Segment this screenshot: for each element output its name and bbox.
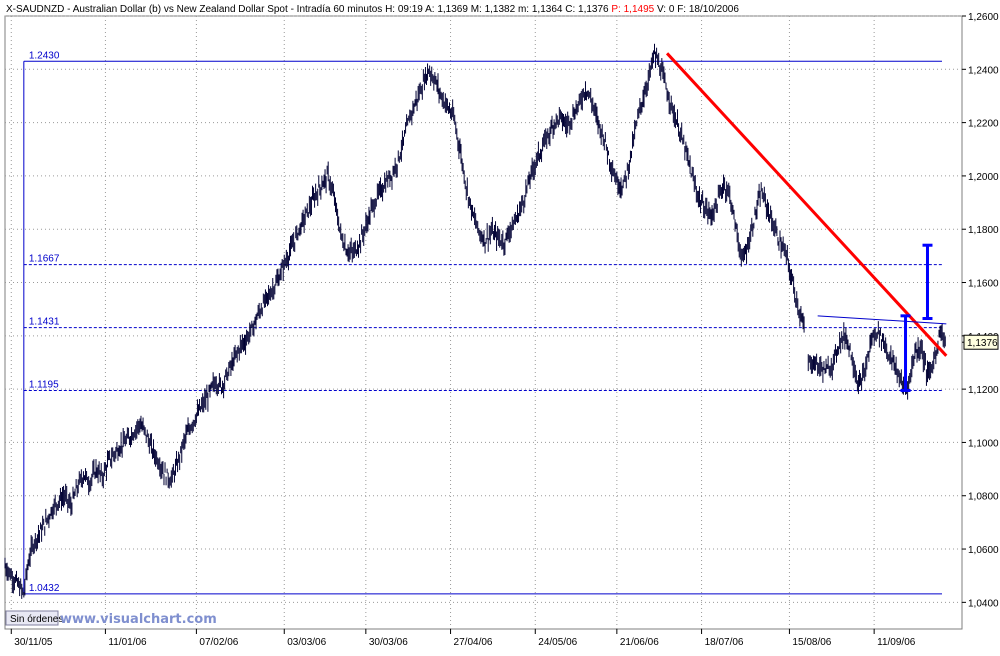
y-tick-label: 1,1800	[968, 225, 999, 236]
quote-value: 1,1364	[532, 4, 563, 15]
watermark-text: www.visualchart.com	[60, 612, 217, 627]
channel-line	[817, 315, 947, 325]
x-tick-label: 24/05/06	[538, 637, 577, 648]
plot-frame	[4, 15, 963, 630]
timeframe-text: Intradía 60 minutos	[297, 4, 383, 15]
y-tick-label: 1,0800	[968, 492, 999, 503]
y-tick-label: 1,1200	[968, 385, 999, 396]
level-label: 1.1195	[29, 379, 59, 390]
y-tick-label: 1,2600	[968, 12, 999, 23]
quote-key: A:	[423, 4, 437, 15]
y-tick-label: 1,2000	[968, 172, 999, 183]
y-tick-label: 1,2200	[968, 119, 999, 130]
quote-value: 1,1495	[624, 4, 655, 15]
symbol-text: X-SAUDNZD	[6, 4, 64, 15]
y-tick-label: 1,0600	[968, 545, 999, 556]
quote-key: C:	[562, 4, 578, 15]
x-tick-label: 30/03/06	[369, 637, 408, 648]
level-label: 1.0432	[29, 583, 60, 594]
level-label: 1.1667	[29, 254, 60, 265]
quote-key: m:	[515, 4, 532, 15]
last-price-label: 1,1376	[967, 338, 998, 349]
level-label: 1.1431	[29, 317, 60, 328]
quote-value: 18/10/2006	[689, 4, 739, 15]
axes: 1,04001,06001,08001,10001,12001,14001,16…	[10, 12, 999, 648]
quote-value: 1,1382	[485, 4, 516, 15]
quote-value: 0	[669, 4, 675, 15]
last-price-badge-box	[963, 334, 999, 350]
quote-value: 09:19	[398, 4, 423, 15]
x-tick-label: 07/02/06	[199, 637, 238, 648]
y-tick-label: 1,1000	[968, 438, 999, 449]
quote-key: H:	[385, 4, 398, 15]
grid-lines	[4, 15, 963, 630]
price-bars	[4, 43, 946, 599]
x-tick-label: 18/07/06	[705, 637, 744, 648]
x-tick-label: 15/08/06	[792, 637, 831, 648]
quote-key: M:	[468, 4, 485, 15]
x-tick-label: 27/04/06	[454, 637, 493, 648]
trend-line	[665, 52, 948, 357]
y-tick-label: 1,0400	[968, 598, 999, 609]
quote-value: 1,1376	[578, 4, 609, 15]
orders-button[interactable]: Sin órdenes	[5, 610, 63, 626]
quote-key: F:	[674, 4, 688, 15]
y-tick-label: 1,2400	[968, 65, 999, 76]
y-tick-label: 1,1600	[968, 279, 999, 290]
chart-info-line: X-SAUDNZD - Australian Dollar (b) vs New…	[6, 4, 739, 15]
description-text: Australian Dollar (b) vs New Zealand Dol…	[73, 4, 288, 15]
x-tick-label: 21/06/06	[620, 637, 659, 648]
last-price-badge: 1,1376	[963, 334, 999, 350]
quote-value: 1,1369	[437, 4, 468, 15]
orders-button-label[interactable]: Sin órdenes	[10, 614, 63, 625]
level-label: 1.2430	[29, 50, 60, 61]
quote-key: P:	[609, 4, 624, 15]
x-tick-label: 03/03/06	[287, 637, 326, 648]
x-tick-label: 30/11/05	[14, 637, 53, 648]
x-tick-label: 11/01/06	[108, 637, 147, 648]
x-tick-label: 11/09/06	[877, 637, 916, 648]
quote-key: V:	[654, 4, 669, 15]
drawing-tools	[665, 52, 948, 392]
